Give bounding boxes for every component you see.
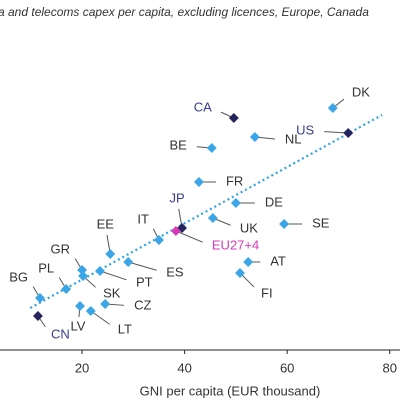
point-label: SK: [103, 285, 121, 300]
point-label: AT: [270, 253, 286, 268]
point-label: PT: [136, 274, 153, 289]
point-label: UK: [240, 220, 258, 235]
x-axis-label: GNI per capita (EUR thousand): [140, 383, 321, 398]
point-label: CN: [51, 326, 70, 341]
point: [194, 177, 204, 187]
point-label: FR: [226, 173, 243, 188]
x-tick-label: 80: [383, 360, 397, 375]
point-label: ES: [166, 264, 184, 279]
point: [327, 103, 338, 113]
point-label: EU27+4: [212, 237, 259, 252]
point: [100, 299, 111, 309]
point-label: BG: [9, 269, 28, 284]
point-label: CA: [194, 99, 212, 114]
point: [75, 301, 85, 311]
point-label: GR: [51, 241, 71, 256]
point: [243, 257, 254, 267]
point: [230, 198, 241, 208]
chart-title: a and telecoms capex per capita, excludi…: [0, 5, 369, 19]
leader-line: [90, 310, 110, 325]
leader-line: [99, 270, 127, 281]
point-label: BE: [169, 137, 187, 152]
point: [154, 235, 164, 245]
x-tick-label: 60: [280, 360, 294, 375]
point-label: US: [296, 122, 314, 137]
point-label: IT: [137, 211, 149, 226]
point: [170, 226, 181, 236]
point: [35, 293, 45, 303]
point-label: FI: [261, 285, 273, 300]
x-tick-label: 20: [75, 360, 89, 375]
point: [235, 268, 245, 278]
point-label: SE: [312, 215, 330, 230]
point: [207, 213, 218, 223]
trend-line: [29, 114, 383, 309]
point-label: PL: [38, 260, 54, 275]
point: [105, 249, 116, 259]
point-label: EE: [97, 216, 115, 231]
point: [228, 113, 239, 123]
point: [206, 143, 217, 153]
x-tick-label: 40: [177, 360, 191, 375]
point: [343, 128, 354, 138]
point-label: JP: [169, 190, 184, 205]
point: [249, 132, 260, 142]
point: [123, 257, 134, 267]
point: [95, 266, 105, 276]
point-label: LT: [118, 321, 132, 336]
point-label: CZ: [134, 297, 151, 312]
point: [85, 306, 96, 316]
leader-line: [175, 230, 203, 243]
point: [32, 311, 43, 321]
point-label: LV: [71, 318, 86, 333]
point-label: DK: [352, 84, 370, 99]
point-label: NL: [285, 131, 302, 146]
point-label: DE: [265, 194, 283, 209]
leader-line: [128, 261, 157, 271]
point: [279, 219, 290, 229]
